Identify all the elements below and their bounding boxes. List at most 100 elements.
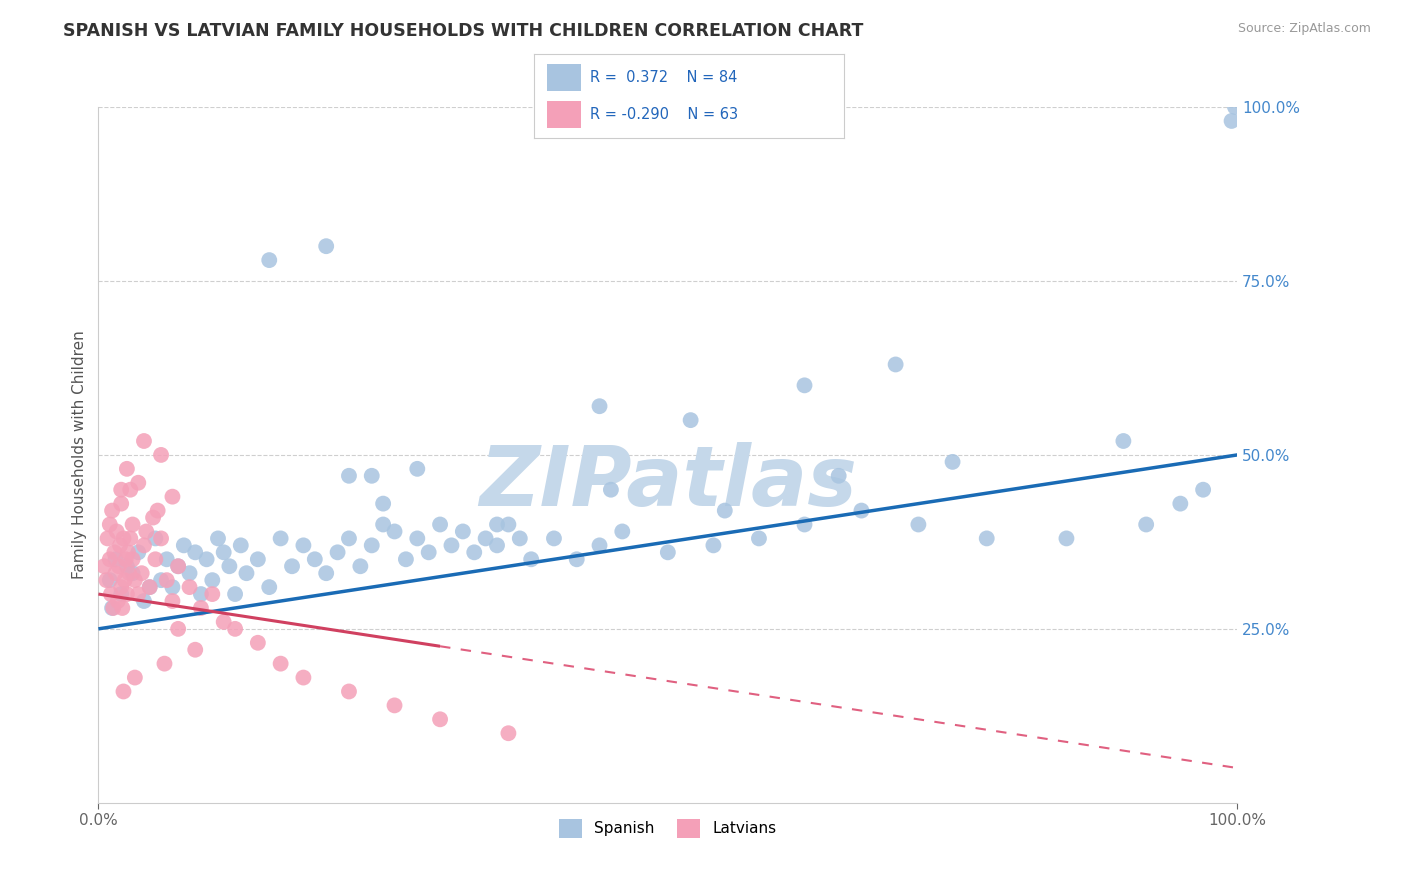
Point xyxy=(224,622,246,636)
Point xyxy=(118,566,141,581)
Point xyxy=(110,497,132,511)
Point xyxy=(146,503,169,517)
Point xyxy=(486,538,509,552)
Point xyxy=(115,462,138,476)
Point xyxy=(565,552,588,566)
Point xyxy=(101,601,124,615)
Text: ZIPatlas: ZIPatlas xyxy=(479,442,856,524)
Text: R =  0.372    N = 84: R = 0.372 N = 84 xyxy=(591,70,737,85)
Point xyxy=(162,580,184,594)
Point xyxy=(657,545,679,559)
FancyBboxPatch shape xyxy=(547,101,581,128)
Point xyxy=(121,552,143,566)
Point xyxy=(474,532,496,546)
Point xyxy=(406,532,429,546)
Point xyxy=(418,545,440,559)
Point xyxy=(702,538,724,552)
Point xyxy=(292,671,315,685)
Point xyxy=(179,580,201,594)
Point xyxy=(498,726,520,740)
Point xyxy=(98,573,121,587)
Point xyxy=(543,532,565,546)
Point xyxy=(304,552,326,566)
Point xyxy=(793,378,815,392)
Text: Source: ZipAtlas.com: Source: ZipAtlas.com xyxy=(1237,22,1371,36)
Point xyxy=(124,573,146,587)
Point xyxy=(173,538,195,552)
Point xyxy=(145,552,167,566)
Point xyxy=(828,468,851,483)
Point xyxy=(107,594,129,608)
Point xyxy=(851,503,873,517)
Point xyxy=(201,587,224,601)
Point xyxy=(115,587,138,601)
Point xyxy=(120,532,142,546)
Point xyxy=(942,455,965,469)
Point xyxy=(281,559,304,574)
Point xyxy=(112,532,135,546)
Text: SPANISH VS LATVIAN FAMILY HOUSEHOLDS WITH CHILDREN CORRELATION CHART: SPANISH VS LATVIAN FAMILY HOUSEHOLDS WIT… xyxy=(63,22,863,40)
Point xyxy=(156,552,179,566)
Point xyxy=(132,594,155,608)
Point xyxy=(612,524,634,539)
Point xyxy=(588,399,610,413)
Point xyxy=(748,532,770,546)
Point xyxy=(138,580,160,594)
Point xyxy=(195,552,218,566)
Point xyxy=(1135,517,1157,532)
Point xyxy=(246,552,269,566)
Point xyxy=(127,587,149,601)
Point xyxy=(793,517,815,532)
Point xyxy=(142,510,165,524)
Point xyxy=(167,622,190,636)
Point xyxy=(96,532,118,546)
Point xyxy=(440,538,463,552)
Point xyxy=(588,538,610,552)
Point xyxy=(1192,483,1215,497)
Point xyxy=(111,601,134,615)
Point xyxy=(162,490,184,504)
Point xyxy=(235,566,257,581)
Point xyxy=(429,712,451,726)
Point xyxy=(156,573,179,587)
Point xyxy=(190,587,212,601)
Point xyxy=(218,559,240,574)
Point xyxy=(371,517,394,532)
Point xyxy=(884,358,907,372)
Point xyxy=(212,545,235,559)
Point xyxy=(224,587,246,601)
Point xyxy=(131,566,153,581)
Point xyxy=(207,532,229,546)
Point xyxy=(326,545,349,559)
Point xyxy=(103,601,125,615)
Point xyxy=(117,545,139,559)
Point xyxy=(184,642,207,657)
Point xyxy=(1170,497,1192,511)
Point xyxy=(201,573,224,587)
Y-axis label: Family Households with Children: Family Households with Children xyxy=(72,331,87,579)
Point xyxy=(101,503,124,517)
Point xyxy=(145,532,167,546)
Point xyxy=(127,545,149,559)
Point xyxy=(1056,532,1078,546)
Point xyxy=(406,462,429,476)
Point xyxy=(714,503,737,517)
Point xyxy=(371,497,394,511)
Point xyxy=(108,559,131,574)
Point xyxy=(127,475,149,490)
Point xyxy=(114,552,136,566)
Point xyxy=(98,552,121,566)
Point xyxy=(315,566,337,581)
Point xyxy=(509,532,531,546)
Point xyxy=(384,524,406,539)
Point xyxy=(103,545,125,559)
Point xyxy=(259,580,281,594)
Point xyxy=(679,413,702,427)
Point xyxy=(167,559,190,574)
Point xyxy=(138,580,160,594)
Point xyxy=(112,684,135,698)
Point xyxy=(246,636,269,650)
Point xyxy=(135,524,157,539)
Point xyxy=(132,434,155,448)
Point xyxy=(463,545,485,559)
